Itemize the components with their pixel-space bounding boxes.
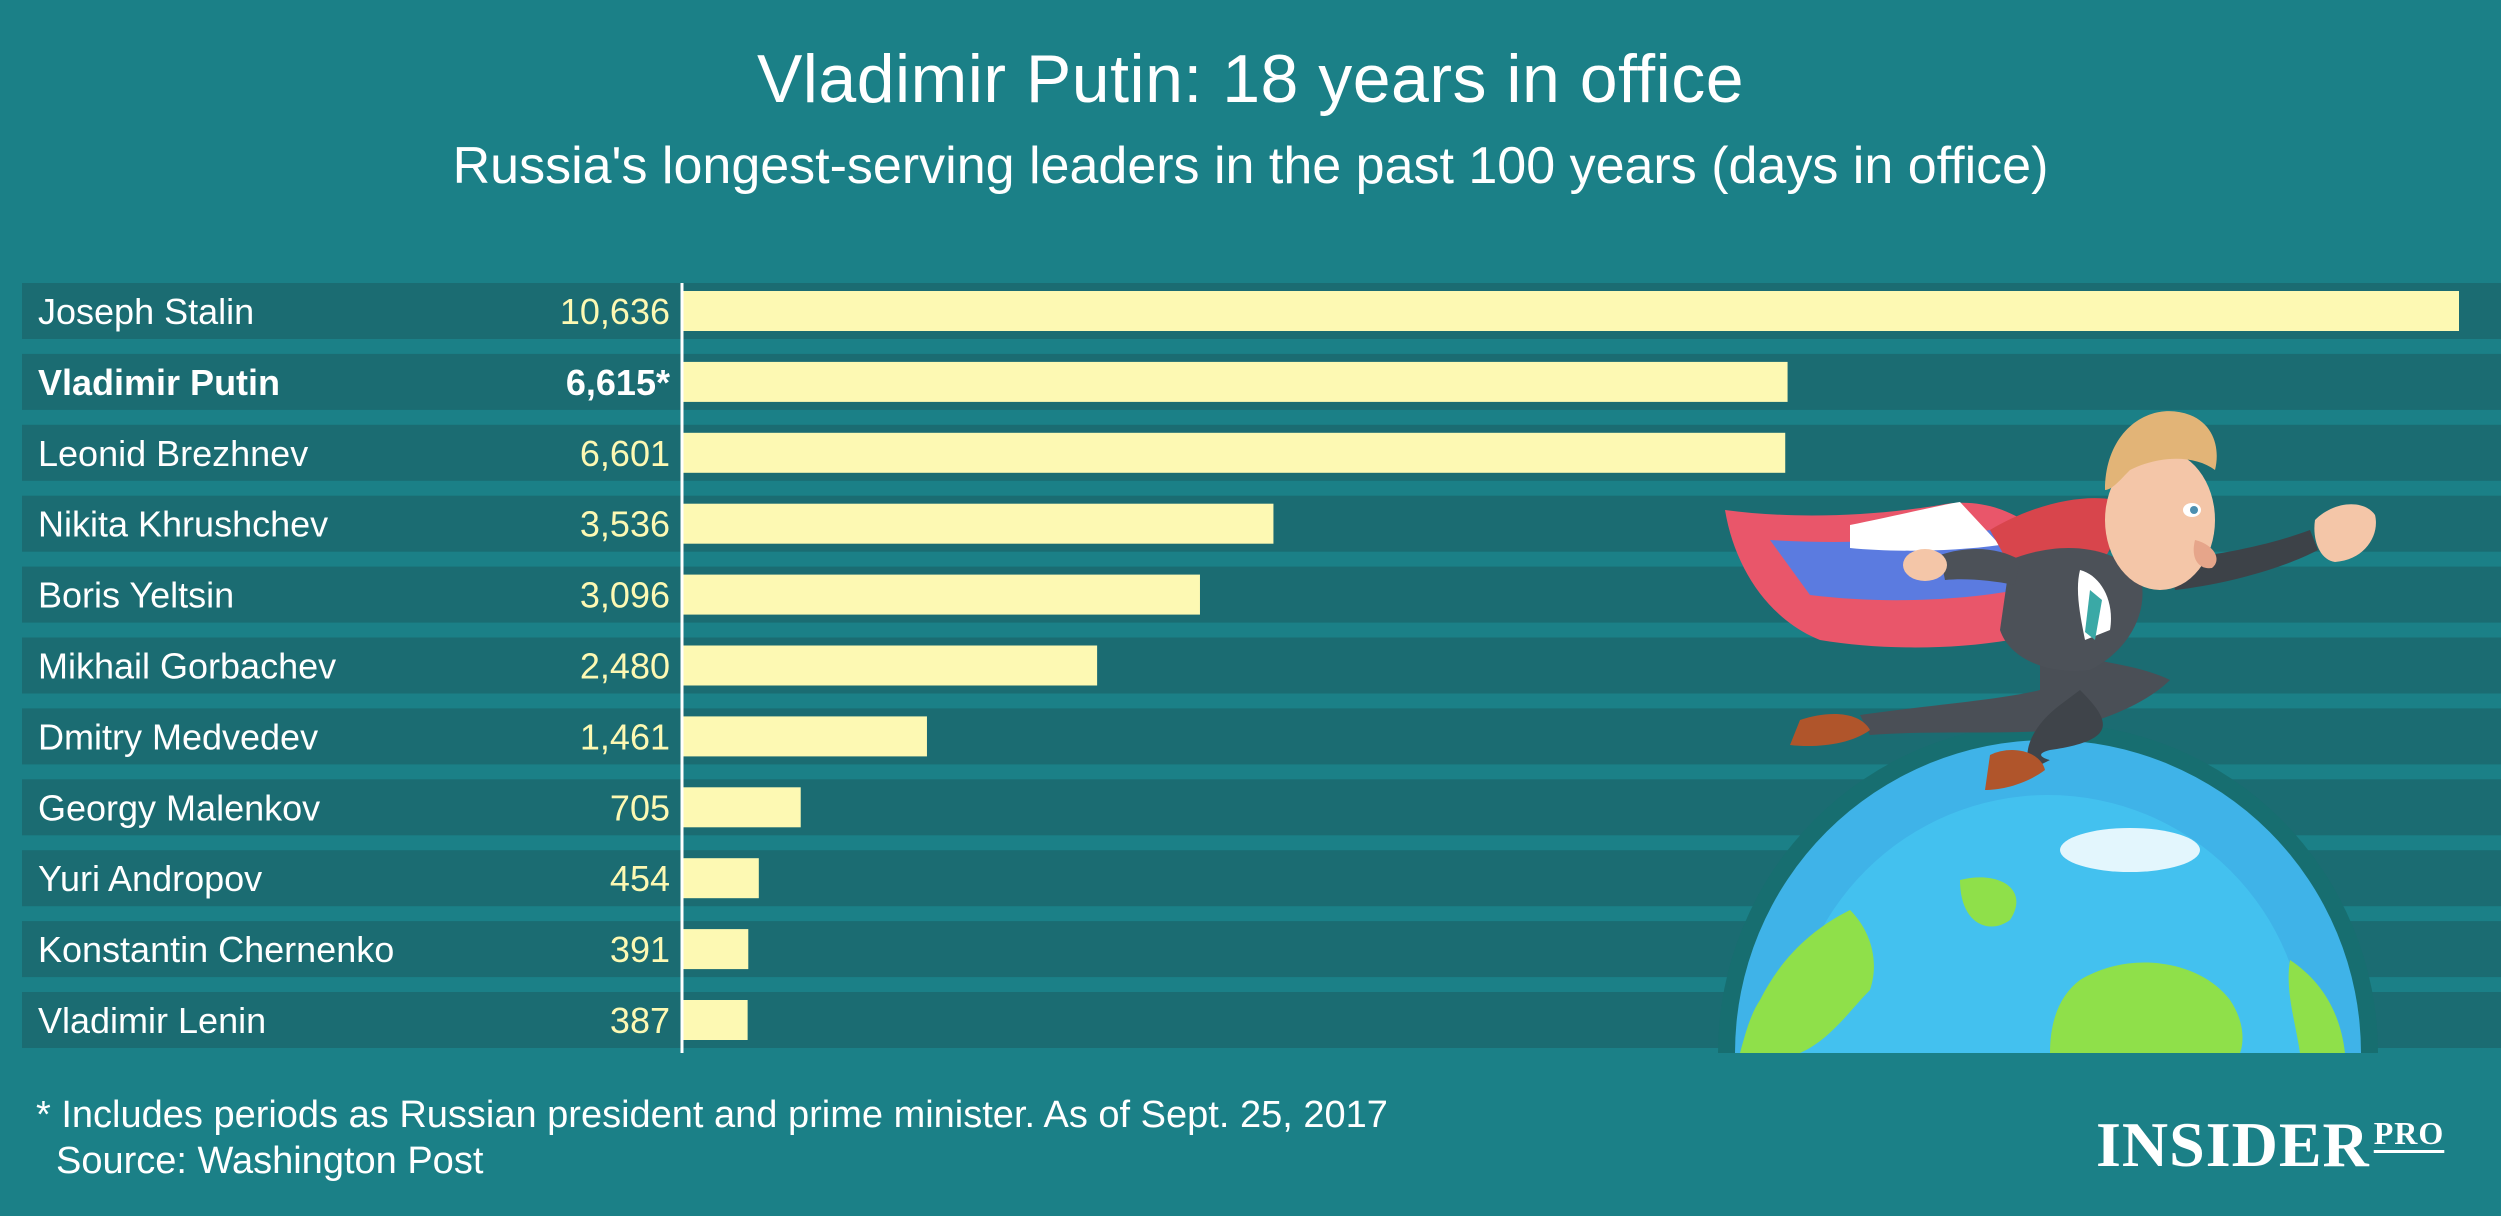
bar <box>683 503 1274 544</box>
category-label: Vladimir Lenin <box>38 1000 266 1041</box>
logo-main: INSIDER <box>2096 1109 2370 1180</box>
category-label: Joseph Stalin <box>38 291 254 332</box>
bar <box>683 361 1788 402</box>
value-label: 391 <box>610 929 670 970</box>
footnote: * Includes periods as Russian president … <box>36 1092 1388 1184</box>
bar <box>683 574 1200 615</box>
category-label: Boris Yeltsin <box>38 575 234 616</box>
category-label: Vladimir Putin <box>38 362 280 403</box>
putin-superhero-illustration <box>1718 411 2378 1053</box>
bar <box>683 645 1098 686</box>
bar <box>683 291 2459 331</box>
category-label: Dmitry Medvedev <box>38 716 318 757</box>
category-label: Nikita Khrushchev <box>38 504 328 545</box>
value-label: 2,480 <box>580 646 670 687</box>
insider-pro-logo: INSIDER PRO <box>2096 1108 2444 1182</box>
logo-suffix: PRO <box>2373 1115 2445 1151</box>
source-text: Source: Washington Post <box>56 1140 484 1182</box>
value-label: 10,636 <box>560 291 670 332</box>
value-label: 454 <box>610 858 670 899</box>
value-label: 3,096 <box>580 575 670 616</box>
category-label: Yuri Andropov <box>38 858 262 899</box>
value-label: 6,615* <box>566 362 670 403</box>
value-label: 3,536 <box>580 504 670 545</box>
category-label: Georgy Malenkov <box>38 787 320 828</box>
footnote-text: * Includes periods as Russian president … <box>36 1094 1388 1136</box>
chart-subtitle: Russia's longest-serving leaders in the … <box>452 137 2049 195</box>
value-label: 387 <box>610 1000 670 1041</box>
value-label: 6,601 <box>580 433 670 474</box>
bar <box>683 929 749 970</box>
bar <box>683 1000 748 1040</box>
value-label: 705 <box>610 787 670 828</box>
bar <box>683 787 801 828</box>
category-label: Leonid Brezhnev <box>38 433 308 474</box>
chart-title: Vladimir Putin: 18 years in office <box>756 41 1745 117</box>
bar <box>683 858 759 899</box>
category-label: Konstantin Chernenko <box>38 929 394 970</box>
value-label: 1,461 <box>580 716 670 757</box>
category-label: Mikhail Gorbachev <box>38 646 336 687</box>
bar <box>683 716 927 757</box>
bar <box>683 432 1786 473</box>
